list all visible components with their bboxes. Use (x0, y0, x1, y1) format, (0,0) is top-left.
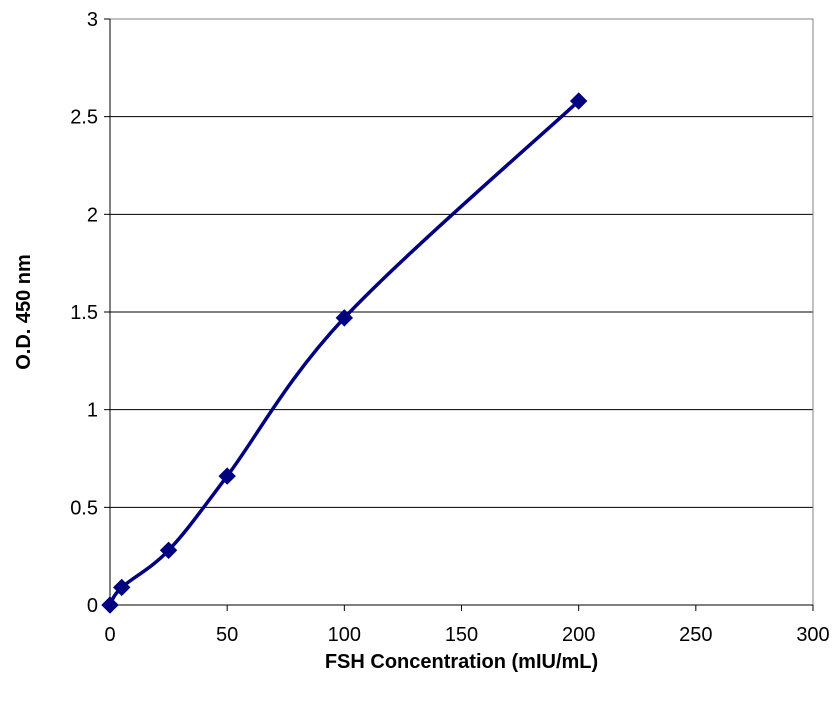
y-tick-label: 0.5 (70, 497, 98, 519)
series-layer (101, 92, 588, 614)
y-tick-label: 1.5 (70, 302, 98, 324)
x-tick-label: 200 (562, 624, 595, 646)
y-tick-label: 3 (87, 9, 98, 31)
data-point-marker (113, 578, 131, 597)
y-tick-label: 0 (87, 595, 98, 617)
x-axis-tick-labels: 0 50 100 150 200 250 300 (104, 624, 829, 646)
y-tick-label: 1 (87, 400, 98, 422)
x-tick-label: 50 (216, 624, 238, 646)
y-tick-label: 2 (87, 204, 98, 226)
y-axis-tick-labels: 0 0.5 1 1.5 2 2.5 3 (70, 9, 98, 617)
gridlines (110, 18, 813, 508)
y-axis-title: O.D. 450 nm (13, 254, 35, 370)
data-point-marker (218, 467, 236, 485)
x-tick-label: 100 (328, 624, 361, 646)
x-tick-label: 300 (796, 624, 829, 646)
x-tick-label: 0 (104, 624, 115, 646)
data-point-marker (335, 309, 354, 327)
y-tick-label: 2.5 (70, 107, 98, 129)
data-point-marker (101, 596, 119, 614)
series-line (108, 99, 581, 607)
data-point-marker (159, 541, 178, 560)
x-axis-title: FSH Concentration (mIU/mL) (325, 651, 598, 673)
axes (104, 18, 814, 611)
x-tick-label: 250 (679, 624, 712, 646)
data-point-marker (569, 92, 588, 110)
x-tick-label: 150 (445, 624, 478, 646)
